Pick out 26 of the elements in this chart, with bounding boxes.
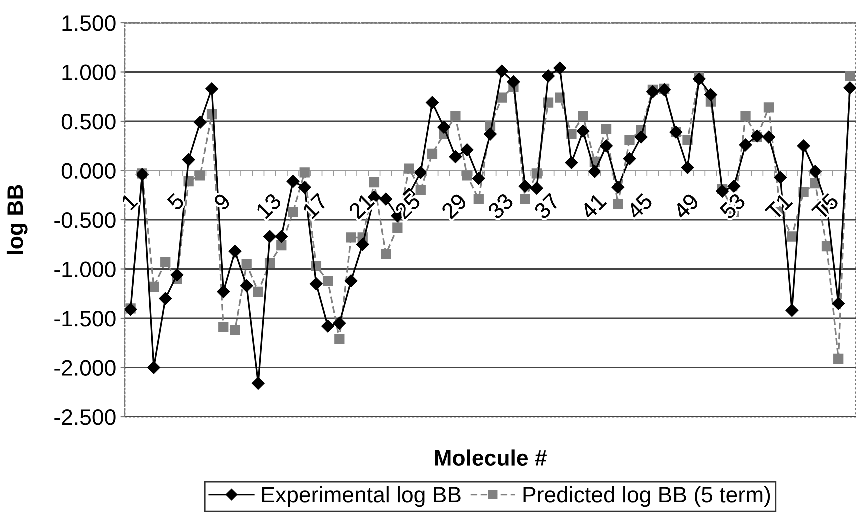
x-tick-label: 5 <box>166 192 186 212</box>
x-tick-label: T1 <box>765 192 794 221</box>
x-tick-label: 53 <box>719 192 746 220</box>
y-tick-label: 1.500 <box>62 16 116 32</box>
x-tick-label: 49 <box>672 192 700 220</box>
x-tick-label: 17 <box>302 192 328 220</box>
y-tick-label: -2.500 <box>54 410 116 426</box>
x-tick-label: 45 <box>626 192 654 220</box>
y-tick-label: 1.000 <box>62 64 116 81</box>
x-tick-label: 1 <box>120 192 138 211</box>
x-tick-label: 33 <box>487 192 514 220</box>
legend-label: Predicted log BB (5 term) <box>524 486 770 508</box>
x-tick-label: 13 <box>256 192 282 220</box>
y-tick-label: 0.000 <box>62 163 116 180</box>
x-tick-label: 21 <box>348 192 375 220</box>
y-tick-label: 0.500 <box>62 114 116 130</box>
y-axis-title: log BB <box>6 185 28 254</box>
x-tick-label: 29 <box>440 192 468 220</box>
legend-label: Experimental log BB <box>262 486 461 508</box>
x-tick-label: 37 <box>533 192 561 220</box>
y-tick-label: -0.500 <box>54 212 116 228</box>
y-tick-label: -1.500 <box>54 311 116 327</box>
x-axis-title: Molecule # <box>435 450 547 466</box>
y-tick-label: -2.000 <box>54 360 116 376</box>
y-tick-label: -1.000 <box>54 262 116 278</box>
x-tick-label: 41 <box>580 192 607 220</box>
